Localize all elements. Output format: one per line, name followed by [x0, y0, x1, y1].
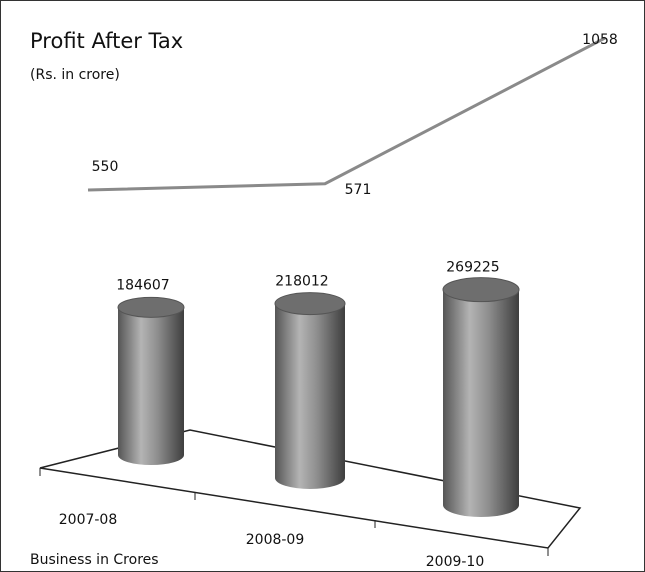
chart-title: Profit After Tax — [30, 29, 183, 53]
bar — [443, 289, 519, 505]
bar-top — [274, 292, 346, 316]
data-label: 218012 — [275, 274, 328, 290]
data-label: 269225 — [446, 260, 499, 276]
bar — [118, 307, 184, 455]
bar-top — [117, 296, 185, 318]
x-tick-label: 2008-09 — [246, 532, 305, 548]
data-label: 571 — [345, 182, 372, 198]
bar-top — [442, 277, 520, 303]
x-tick-label: 2007-08 — [59, 512, 118, 528]
data-label: 1058 — [582, 32, 618, 48]
chart-subtitle: (Rs. in crore) — [30, 67, 120, 83]
profit-line — [87, 36, 606, 192]
data-label: 184607 — [116, 277, 169, 293]
bar — [275, 303, 345, 478]
data-label: 550 — [92, 159, 119, 175]
x-axis-label: Business in Crores — [30, 552, 159, 568]
x-tick-label: 2009-10 — [426, 554, 485, 570]
